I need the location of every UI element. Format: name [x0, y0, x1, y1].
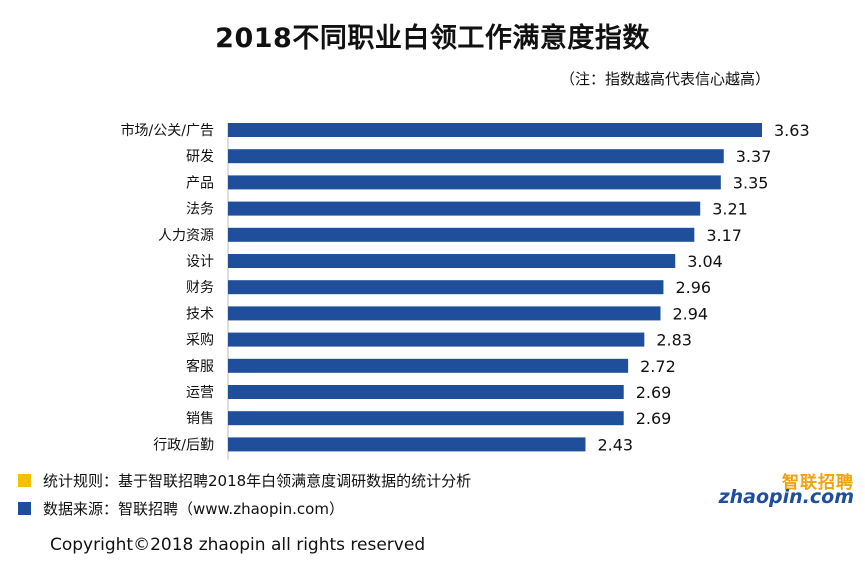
- y-tick-label: 行政/后勤: [153, 437, 214, 453]
- note-rule-text: 统计规则：基于智联招聘2018年白领满意度调研数据的统计分析: [43, 472, 472, 490]
- bar-value-label: 2.96: [675, 278, 711, 297]
- note-source: 数据来源：智联招聘（www.zhaopin.com）: [18, 498, 344, 519]
- bar: [228, 149, 724, 164]
- chart-subtitle: （注：指数越高代表信心越高）: [560, 70, 771, 88]
- bar-chart: 市场/公关/广告 3.63 研发 3.37 产品 3.35 法务 3.21 人力资源 3.17 设计…: [121, 121, 810, 460]
- y-tick-label: 采购: [186, 333, 214, 349]
- bar: [228, 201, 701, 216]
- bar-value-label: 2.83: [656, 331, 692, 350]
- bar: [228, 280, 664, 295]
- bar: [228, 175, 721, 190]
- bar: [228, 437, 586, 452]
- bar: [228, 385, 624, 399]
- bar-value-label: 2.94: [672, 304, 708, 323]
- y-tick-label: 技术: [186, 306, 214, 322]
- bar: [228, 306, 661, 321]
- zhaopin-logo: 智联招聘 zhaopin.com: [714, 468, 854, 508]
- bar: [228, 358, 629, 373]
- y-tick-label: 运营: [186, 385, 214, 401]
- y-tick-label: 设计: [186, 254, 214, 270]
- y-tick-label: 市场/公关/广告: [121, 122, 214, 139]
- bar-value-label: 3.04: [687, 252, 723, 271]
- y-tick-label: 人力资源: [158, 228, 214, 244]
- bar-value-label: 3.63: [774, 121, 810, 140]
- copyright-text: Copyright©2018 zhaopin all rights reserv…: [50, 535, 426, 555]
- bar-value-label: 2.43: [597, 435, 633, 454]
- bar: [228, 254, 676, 268]
- bar-value-label: 2.69: [636, 409, 672, 428]
- y-tick-label: 法务: [186, 202, 214, 218]
- logo-en-text: zhaopin.com: [718, 486, 854, 508]
- y-tick-label: 财务: [186, 280, 214, 296]
- y-tick-label: 客服: [186, 358, 214, 375]
- y-tick-label: 销售: [186, 411, 214, 427]
- y-tick-label: 产品: [186, 175, 214, 191]
- yellow-square-icon: [18, 474, 31, 487]
- bar: [228, 411, 624, 426]
- bar-value-label: 3.21: [712, 200, 748, 219]
- bar: [228, 332, 645, 347]
- bar-value-label: 3.37: [736, 147, 772, 166]
- bar: [228, 123, 762, 137]
- bar-value-label: 2.69: [636, 383, 672, 402]
- bar-value-label: 3.35: [733, 173, 769, 192]
- bar-value-label: 2.72: [640, 357, 676, 376]
- chart-title: 2018不同职业白领工作满意度指数: [215, 23, 650, 54]
- bar: [228, 227, 695, 242]
- bar-value-label: 3.17: [706, 226, 742, 245]
- note-source-text: 数据来源：智联招聘（www.zhaopin.com）: [43, 500, 344, 518]
- blue-square-icon: [18, 502, 31, 515]
- logo-cn-text: 智联招聘: [782, 473, 854, 493]
- note-rule: 统计规则：基于智联招聘2018年白领满意度调研数据的统计分析: [18, 470, 471, 491]
- y-tick-label: 研发: [186, 149, 214, 165]
